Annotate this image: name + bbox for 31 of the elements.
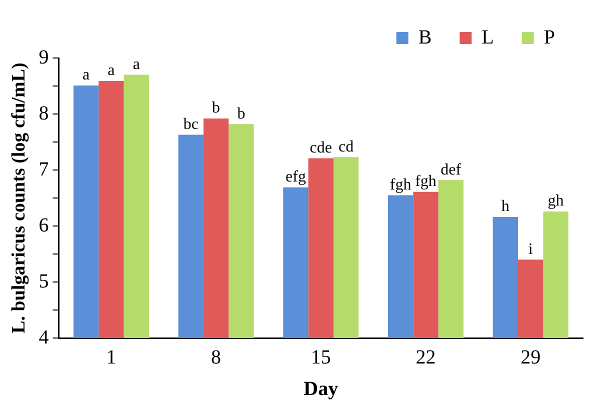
data-label: cd bbox=[338, 138, 354, 156]
y-axis-title: L. bulgaricus counts (log cfu/mL) bbox=[8, 62, 30, 334]
x-tick-label: 29 bbox=[520, 346, 541, 368]
data-label: bc bbox=[183, 116, 198, 133]
x-axis-title: Day bbox=[304, 378, 338, 400]
legend-label: B bbox=[418, 26, 432, 48]
data-label: cde bbox=[310, 139, 332, 156]
y-tick-label: 8 bbox=[38, 102, 49, 124]
data-label: h bbox=[501, 198, 510, 216]
data-label: b bbox=[212, 100, 220, 117]
y-tick-label: 7 bbox=[38, 158, 49, 180]
data-label: a bbox=[108, 62, 115, 80]
legend-label: P bbox=[544, 26, 555, 48]
y-tick-label: 9 bbox=[38, 46, 49, 68]
data-label: i bbox=[528, 240, 534, 258]
data-label: b bbox=[237, 105, 246, 122]
y-tick-label: 6 bbox=[38, 214, 49, 236]
data-label: gh bbox=[548, 192, 564, 210]
x-tick-label: 15 bbox=[310, 346, 331, 368]
data-label: efg bbox=[286, 168, 306, 186]
data-label: a bbox=[132, 56, 140, 74]
legend-label: L bbox=[482, 26, 494, 48]
data-label: def bbox=[440, 161, 462, 178]
data-label: a bbox=[82, 66, 90, 84]
x-tick-label: 1 bbox=[106, 346, 116, 368]
y-tick-label: 5 bbox=[38, 270, 49, 292]
data-label: fgh bbox=[415, 173, 436, 190]
x-tick-label: 8 bbox=[211, 346, 222, 368]
y-tick-label: 4 bbox=[38, 326, 49, 348]
data-label: fgh bbox=[390, 176, 412, 194]
x-tick-label: 22 bbox=[416, 346, 436, 368]
